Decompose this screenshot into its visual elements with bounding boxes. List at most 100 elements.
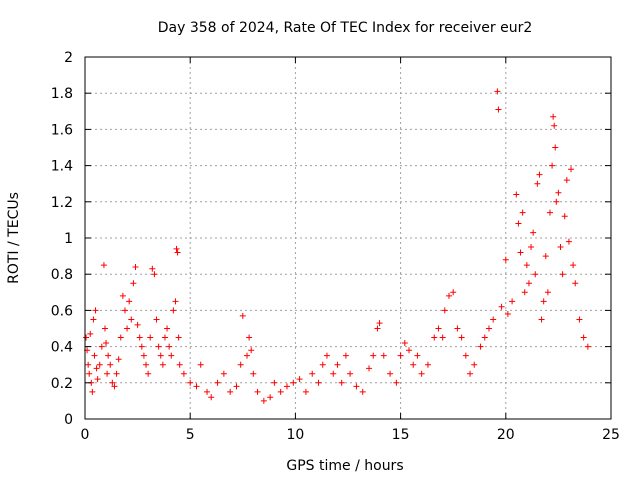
data-point [100, 262, 107, 269]
data-point [532, 271, 539, 278]
data-point [410, 361, 417, 368]
data-point [101, 325, 108, 332]
data-point [366, 365, 373, 372]
data-point [502, 256, 509, 263]
data-point [374, 325, 381, 332]
x-tick-label: 25 [602, 427, 620, 443]
data-point [334, 361, 341, 368]
y-tick-label: 0 [64, 412, 73, 428]
data-point [271, 379, 278, 386]
data-point [580, 334, 587, 341]
data-point [439, 334, 446, 341]
data-point [342, 352, 349, 359]
data-point [104, 370, 111, 377]
data-point [214, 379, 221, 386]
data-point [132, 263, 139, 270]
data-point [136, 334, 143, 341]
data-point [494, 88, 501, 95]
data-point [397, 352, 404, 359]
data-point [509, 298, 516, 305]
data-point [561, 213, 568, 220]
data-point [380, 352, 387, 359]
data-point [513, 191, 520, 198]
data-point [393, 379, 400, 386]
data-point [246, 334, 253, 341]
data-point [376, 320, 383, 327]
data-point [92, 307, 99, 314]
data-point [151, 271, 158, 278]
data-point [576, 316, 583, 323]
data-point [87, 330, 94, 337]
data-point [302, 388, 309, 395]
data-point [565, 238, 572, 245]
y-tick-label: 1.8 [51, 86, 73, 102]
data-point [128, 316, 135, 323]
data-point [237, 361, 244, 368]
x-tick-label: 5 [186, 427, 195, 443]
data-point [319, 361, 326, 368]
data-point [323, 352, 330, 359]
data-point [138, 343, 145, 350]
data-point [370, 352, 377, 359]
data-point [254, 388, 261, 395]
data-point [504, 311, 511, 318]
y-tick-label: 0.2 [51, 376, 73, 392]
data-point [406, 347, 413, 354]
data-point [517, 249, 524, 256]
data-point [124, 325, 131, 332]
data-point [418, 370, 425, 377]
x-tick-label: 15 [392, 427, 410, 443]
data-point [387, 370, 394, 377]
data-point [170, 307, 177, 314]
data-point [550, 113, 557, 120]
data-point [544, 289, 551, 296]
data-point [584, 343, 591, 350]
data-point [140, 352, 147, 359]
x-tick-label: 20 [497, 427, 515, 443]
data-point [414, 352, 421, 359]
grid-lines [85, 57, 611, 419]
data-point [244, 352, 251, 359]
x-tick-label: 0 [81, 427, 90, 443]
data-point [166, 343, 173, 350]
data-point [296, 376, 303, 383]
data-point [248, 347, 255, 354]
data-point [445, 292, 452, 299]
y-axis-label: ROTI / TECUs [6, 192, 22, 284]
data-point [172, 298, 179, 305]
data-point [161, 334, 168, 341]
data-point [546, 209, 553, 216]
data-point [91, 352, 98, 359]
data-point [528, 244, 535, 251]
data-point [353, 383, 360, 390]
data-point [115, 356, 122, 363]
y-tick-label: 2 [64, 50, 73, 66]
data-point [126, 298, 133, 305]
data-point [490, 316, 497, 323]
data-point [86, 370, 93, 377]
data-point [290, 379, 297, 386]
axis-ticks: 0 5 10 15 20 25 0 0.2 0.4 0.6 0.8 1 1.2 1.4 1.6 1.8 2 [51, 50, 620, 443]
data-point [103, 339, 110, 346]
data-point [89, 388, 96, 395]
data-point [536, 171, 543, 178]
chart-title: Day 358 of 2024, Rate Of TEC Index for r… [158, 20, 533, 36]
data-point [105, 352, 112, 359]
data-point [435, 325, 442, 332]
data-point [519, 209, 526, 216]
data-point [204, 388, 211, 395]
data-point [477, 343, 484, 350]
data-point [359, 388, 366, 395]
data-point [315, 379, 322, 386]
data-point [542, 253, 549, 260]
data-point [239, 312, 246, 319]
data-point [260, 397, 267, 404]
data-point [96, 361, 103, 368]
data-point [521, 289, 528, 296]
data-point [220, 370, 227, 377]
data-point [551, 122, 558, 129]
data-point [458, 334, 465, 341]
data-point [119, 292, 126, 299]
data-point [145, 370, 152, 377]
data-point [471, 361, 478, 368]
